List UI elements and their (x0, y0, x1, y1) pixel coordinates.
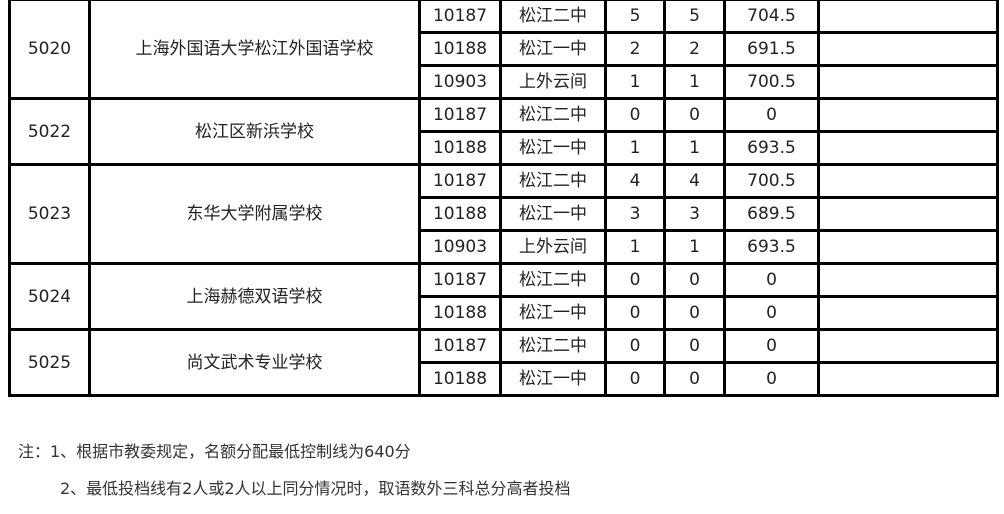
min-score-cell: 0 (723, 328, 820, 364)
admitted-cell: 2 (663, 31, 726, 67)
target-code-cell: 10188 (418, 295, 502, 331)
school-id-cell: 5024 (8, 262, 91, 331)
note-1: 注：1、根据市教委规定，名额分配最低控制线为640分 (18, 442, 411, 461)
remark-cell (817, 295, 999, 331)
target-code-cell: 10188 (418, 196, 502, 232)
school-id-cell: 5025 (8, 328, 91, 397)
target-school-cell: 松江一中 (499, 130, 607, 166)
school-name-cell: 上海外国语大学松江外国语学校 (88, 0, 421, 100)
admitted-cell: 0 (663, 262, 726, 298)
allocation-table: 5020 上海外国语大学松江外国语学校 10187 松江二中 5 5 704.5 10188 松… (8, 0, 999, 397)
remark-cell (817, 262, 999, 298)
target-school-cell: 松江二中 (499, 97, 607, 133)
target-school-cell: 松江二中 (499, 262, 607, 298)
remark-cell (817, 130, 999, 166)
target-code-cell: 10187 (418, 163, 502, 199)
table-row: 10188 松江一中 3 3 689.5 (10, 196, 999, 232)
remark-cell (817, 196, 999, 232)
target-code-cell: 10187 (418, 0, 502, 34)
school-name-cell: 尚文武术专业学校 (88, 328, 421, 397)
table-row: 5023 东华大学附属学校 10187 松江二中 4 4 700.5 (8, 163, 999, 265)
quota-cell: 0 (604, 295, 666, 331)
table-row: 10903 上外云间 1 1 700.5 (10, 64, 999, 100)
table-row: 5025 尚文武术专业学校 10187 松江二中 0 0 0 (8, 328, 999, 397)
target-school-cell: 松江一中 (499, 295, 607, 331)
min-score-cell: 704.5 (723, 0, 820, 34)
target-code-cell: 10188 (418, 130, 502, 166)
target-code-cell: 10188 (418, 31, 502, 67)
target-school-cell: 上外云间 (499, 64, 607, 100)
notes: 注：1、根据市教委规定，名额分配最低控制线为640分 2、最低投档线有2人或2人… (18, 440, 571, 514)
table-row: 10188 松江一中 0 0 0 (10, 295, 999, 331)
target-school-cell: 松江二中 (499, 0, 607, 34)
remark-cell (817, 0, 999, 34)
quota-cell: 0 (604, 97, 666, 133)
target-school-cell: 松江二中 (499, 163, 607, 199)
min-score-cell: 691.5 (723, 31, 820, 67)
table-row: 5022 松江区新浜学校 10187 松江二中 0 0 0 (8, 97, 999, 166)
quota-cell: 0 (604, 328, 666, 364)
min-score-cell: 0 (723, 97, 820, 133)
table-row: 5020 上海外国语大学松江外国语学校 10187 松江二中 5 5 704.5 (8, 0, 999, 100)
min-score-cell: 689.5 (723, 196, 820, 232)
quota-cell: 0 (604, 361, 666, 397)
school-name-cell: 松江区新浜学校 (88, 97, 421, 166)
admitted-cell: 1 (663, 64, 726, 100)
remark-cell (817, 229, 999, 265)
target-school-cell: 松江一中 (499, 196, 607, 232)
min-score-cell: 0 (723, 262, 820, 298)
table-row: 10188 松江一中 0 0 0 (10, 361, 999, 397)
quota-cell: 1 (604, 229, 666, 265)
admitted-cell: 1 (663, 130, 726, 166)
quota-cell: 2 (604, 31, 666, 67)
remark-cell (817, 31, 999, 67)
admitted-cell: 1 (663, 229, 726, 265)
min-score-cell: 700.5 (723, 163, 820, 199)
quota-cell: 0 (604, 262, 666, 298)
remark-cell (817, 328, 999, 364)
table-row: 10903 上外云间 1 1 693.5 (10, 229, 999, 265)
quota-cell: 3 (604, 196, 666, 232)
target-code-cell: 10903 (418, 64, 502, 100)
target-code-cell: 10903 (418, 229, 502, 265)
quota-cell: 1 (604, 130, 666, 166)
min-score-cell: 0 (723, 295, 820, 331)
school-name-cell: 上海赫德双语学校 (88, 262, 421, 331)
school-id-cell: 5022 (8, 97, 91, 166)
table-row: 10188 松江一中 1 1 693.5 (10, 130, 999, 166)
min-score-cell: 0 (723, 361, 820, 397)
min-score-cell: 700.5 (723, 64, 820, 100)
admitted-cell: 5 (663, 0, 726, 34)
remark-cell (817, 64, 999, 100)
target-school-cell: 松江一中 (499, 361, 607, 397)
target-code-cell: 10187 (418, 262, 502, 298)
admitted-cell: 0 (663, 97, 726, 133)
target-code-cell: 10187 (418, 97, 502, 133)
remark-cell (817, 163, 999, 199)
target-school-cell: 上外云间 (499, 229, 607, 265)
admitted-cell: 0 (663, 361, 726, 397)
admitted-cell: 3 (663, 196, 726, 232)
target-code-cell: 10187 (418, 328, 502, 364)
school-id-cell: 5020 (8, 0, 91, 100)
quota-cell: 4 (604, 163, 666, 199)
target-code-cell: 10188 (418, 361, 502, 397)
table-row: 10188 松江一中 2 2 691.5 (10, 31, 999, 67)
min-score-cell: 693.5 (723, 130, 820, 166)
target-school-cell: 松江二中 (499, 328, 607, 364)
min-score-cell: 693.5 (723, 229, 820, 265)
remark-cell (817, 97, 999, 133)
admitted-cell: 0 (663, 295, 726, 331)
school-name-cell: 东华大学附属学校 (88, 163, 421, 265)
table-row: 5024 上海赫德双语学校 10187 松江二中 0 0 0 (8, 262, 999, 331)
quota-cell: 1 (604, 64, 666, 100)
note-2: 2、最低投档线有2人或2人以上同分情况时，取语数外三科总分高者投档 (60, 479, 571, 498)
remark-cell (817, 361, 999, 397)
school-id-cell: 5023 (8, 163, 91, 265)
target-school-cell: 松江一中 (499, 31, 607, 67)
quota-cell: 5 (604, 0, 666, 34)
admitted-cell: 0 (663, 328, 726, 364)
admitted-cell: 4 (663, 163, 726, 199)
